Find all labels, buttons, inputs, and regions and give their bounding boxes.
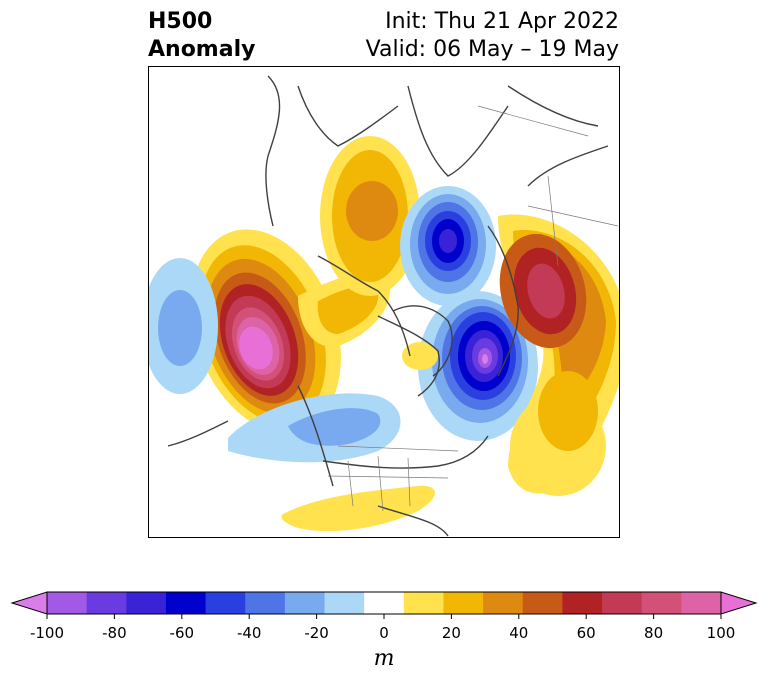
pacific-trough [148,258,218,394]
colorbar-swatch [245,592,286,614]
east-atlantic-ridge [510,371,606,496]
map-title: H500 Anomaly [148,8,255,64]
colorbar-swatch [602,592,643,614]
colorbar-swatch [641,592,682,614]
valid-range: Valid: 06 May – 19 May [365,37,619,62]
anomaly-map [148,66,620,538]
colorbar-max-extend [720,591,758,615]
colorbar-swatch [483,592,524,614]
colorbar-tick-label: -80 [102,624,127,640]
colorbar-swatch [443,592,484,614]
colorbar-min-extend [10,591,48,615]
colorbar-swatches [10,591,758,615]
colorbar-swatch [205,592,246,614]
title-field: Anomaly [148,37,256,62]
title-variable: H500 [148,9,213,34]
colorbar-swatch [562,592,603,614]
colorbar-tick-label: 20 [442,624,461,640]
colorbar-tick-label: 60 [577,624,596,640]
map-dates: Init: Thu 21 Apr 2022 Valid: 06 May – 19… [366,8,619,64]
colorbar-swatch [522,592,563,614]
colorbar-tick-label: 40 [509,624,528,640]
init-date: Init: Thu 21 Apr 2022 [385,9,619,34]
colorbar-tick-label: 100 [707,624,736,640]
colorbar-tick-label: -40 [237,624,262,640]
colorbar-tick-label: -100 [30,624,64,640]
colorbar-tick-label: 80 [644,624,663,640]
colorbar-swatch [681,592,722,614]
seus-ridge [281,485,435,532]
colorbar-tick-label: 0 [379,624,389,640]
colorbar-swatch [403,592,444,614]
colorbar: -100 -80 -60 -40 -20 0 20 40 60 80 100 [10,591,758,640]
greenland-patch [402,342,438,370]
borders [327,105,619,512]
colorbar-swatch [86,592,127,614]
colorbar-swatch [47,592,88,614]
arctic-trough [400,186,496,306]
coastlines [167,75,609,537]
atlantic-trough [418,291,538,441]
colorbar-swatch [165,592,207,614]
colorbar-unit: m [373,646,395,671]
map-frame [148,66,620,538]
alaska-ridge [191,229,341,433]
colorbar-swatch [324,592,365,614]
anomaly-contours [148,136,620,532]
colorbar-tick-label: -60 [170,624,195,640]
colorbar-swatch [364,592,405,614]
colorbar-tick-label: -20 [304,624,329,640]
colorbar-swatch [126,592,167,614]
siberia-ridge [320,136,420,296]
colorbar-swatch [284,592,326,614]
colorbar-ticks: -100 -80 -60 -40 -20 0 20 40 60 80 100 [30,614,735,640]
